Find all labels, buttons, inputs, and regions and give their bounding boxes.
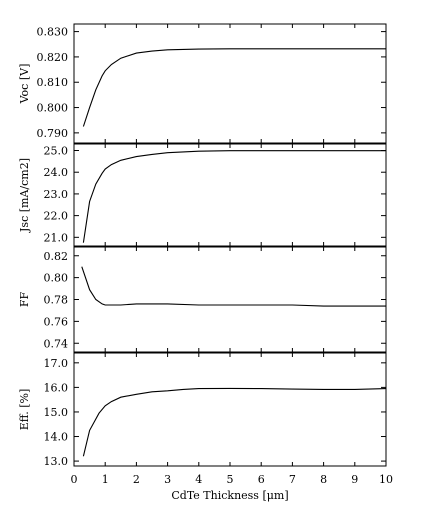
y-axis-label: FF [18, 292, 31, 308]
y-tick-label: 25.0 [44, 145, 69, 158]
x-tick-label: 3 [164, 473, 171, 486]
panel-frame [73, 143, 387, 247]
panel-3: 0.74 0.76 0.78 0.80 0.82 FF [18, 246, 387, 353]
y-tick-label: 0.820 [37, 51, 69, 64]
y-tick-label: 0.74 [44, 337, 69, 350]
y-tick-label: 0.800 [37, 102, 69, 115]
x-tick-label: 0 [71, 473, 78, 486]
panel-2: 21.0 22.0 23.0 24.0 25.0 Jsc [mA/cm2] [18, 143, 387, 247]
y-tick-label: 13.0 [44, 455, 69, 468]
y-tick-label: 0.78 [44, 294, 69, 307]
x-tick-label: 5 [227, 473, 234, 486]
x-tick-label: 9 [351, 473, 358, 486]
y-tick-label: 0.76 [44, 315, 69, 328]
x-tick-label: 2 [133, 473, 140, 486]
x-tick-label: 6 [258, 473, 265, 486]
series-line [82, 387, 387, 457]
y-tick-label: 22.0 [44, 210, 69, 223]
panel-frame [73, 23, 387, 144]
panel-1: 0.790 0.800 0.810 0.820 0.830 Voc [V] [18, 23, 387, 144]
y-tick-label: 0.82 [44, 250, 69, 263]
x-tick-label: 10 [379, 473, 393, 486]
panel-frame [73, 246, 387, 353]
y-tick-label: 17.0 [44, 357, 69, 370]
panel-4: 13.0 14.0 15.0 16.0 17.0 Eff. [%] [18, 352, 387, 468]
y-tick-label: 21.0 [44, 231, 69, 244]
y-tick-label: 0.80 [44, 272, 69, 285]
y-axis-label: Jsc [mA/cm2] [18, 158, 31, 233]
y-tick-label: 0.810 [37, 76, 69, 89]
x-axis-label: CdTe Thickness [μm] [171, 489, 288, 502]
x-tick-label: 7 [289, 473, 296, 486]
y-tick-label: 14.0 [44, 431, 69, 444]
panel-frame [73, 352, 387, 467]
chart-panels: 0.790 0.800 0.810 0.820 0.830 Voc [V] 21.0 22.0… [18, 23, 387, 468]
x-axis: 0 1 2 3 4 5 6 7 8 9 10 [71, 473, 394, 486]
x-tick-label: 4 [195, 473, 202, 486]
x-tick-label: 8 [320, 473, 327, 486]
y-axis-label: Voc [V] [18, 64, 31, 105]
y-tick-label: 0.830 [37, 26, 69, 39]
series-line [82, 48, 386, 127]
x-tick-label: 1 [102, 473, 109, 486]
y-tick-label: 16.0 [44, 381, 69, 394]
y-tick-label: 15.0 [44, 406, 69, 419]
y-axis-label: Eff. [%] [18, 389, 31, 430]
series-line [81, 266, 386, 307]
y-tick-label: 23.0 [44, 188, 69, 201]
y-tick-label: 0.790 [37, 127, 69, 140]
series-line [82, 150, 386, 243]
y-tick-label: 24.0 [44, 166, 69, 179]
